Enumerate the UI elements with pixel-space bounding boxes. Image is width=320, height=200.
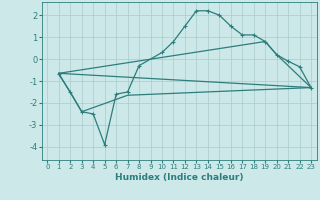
X-axis label: Humidex (Indice chaleur): Humidex (Indice chaleur) [115,173,244,182]
